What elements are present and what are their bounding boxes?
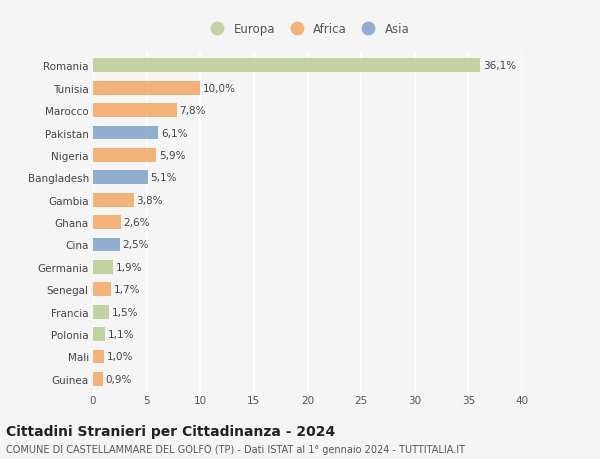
Text: 1,0%: 1,0% (106, 352, 133, 362)
Text: 6,1%: 6,1% (161, 128, 188, 138)
Bar (93, 216, 121, 230)
Bar (93, 193, 134, 207)
Text: 7,8%: 7,8% (179, 106, 206, 116)
Text: 1,9%: 1,9% (116, 262, 143, 272)
Text: COMUNE DI CASTELLAMMARE DEL GOLFO (TP) - Dati ISTAT al 1° gennaio 2024 - TUTTITA: COMUNE DI CASTELLAMMARE DEL GOLFO (TP) -… (6, 444, 465, 454)
Text: 10,0%: 10,0% (203, 84, 236, 94)
Text: 2,6%: 2,6% (124, 218, 150, 228)
Bar (93, 126, 158, 140)
Bar (93, 59, 480, 73)
Text: 1,5%: 1,5% (112, 307, 138, 317)
Text: 0,9%: 0,9% (106, 374, 132, 384)
Bar (93, 171, 148, 185)
Text: 1,7%: 1,7% (114, 285, 140, 295)
Bar (93, 260, 113, 274)
Bar (93, 104, 176, 118)
Bar (93, 350, 104, 364)
Bar (93, 283, 111, 297)
Text: 5,9%: 5,9% (159, 151, 185, 161)
Bar (93, 372, 103, 386)
Text: 36,1%: 36,1% (483, 61, 516, 71)
Legend: Europa, Africa, Asia: Europa, Africa, Asia (202, 20, 413, 39)
Bar (93, 305, 109, 319)
Text: Cittadini Stranieri per Cittadinanza - 2024: Cittadini Stranieri per Cittadinanza - 2… (6, 425, 335, 438)
Bar (93, 82, 200, 95)
Text: 3,8%: 3,8% (136, 195, 163, 205)
Bar (93, 327, 105, 341)
Bar (93, 238, 120, 252)
Text: 5,1%: 5,1% (151, 173, 177, 183)
Text: 1,1%: 1,1% (107, 330, 134, 339)
Bar (93, 149, 156, 162)
Text: 2,5%: 2,5% (122, 240, 149, 250)
